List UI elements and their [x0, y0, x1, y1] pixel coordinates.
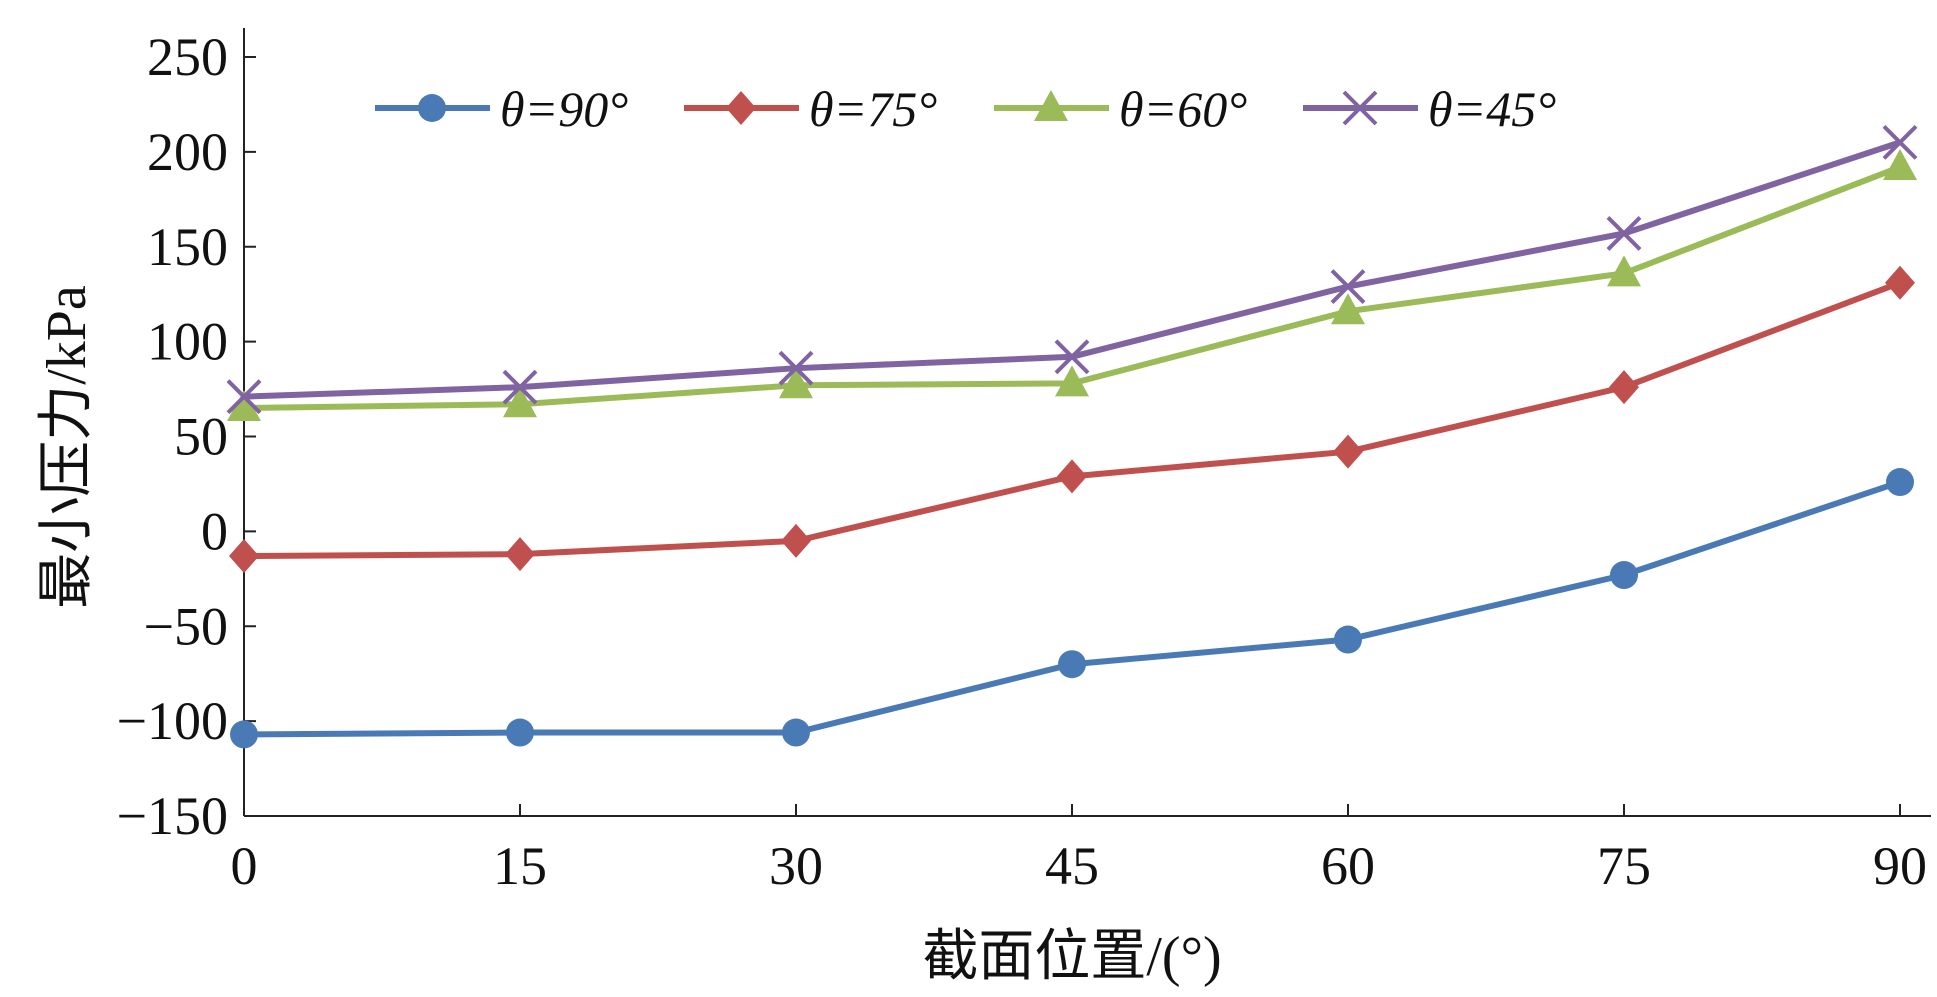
series-line [243, 279, 1902, 560]
data-point [1883, 149, 1917, 181]
data-point [227, 390, 261, 422]
data-point [1885, 265, 1915, 300]
data-point [1333, 434, 1363, 469]
legend-item: θ=90° [375, 81, 628, 137]
x-tick-label: 15 [493, 836, 547, 896]
data-point [1610, 561, 1638, 590]
data-point [1334, 625, 1362, 654]
legend-label: θ=75° [809, 81, 937, 137]
data-point [778, 350, 814, 386]
legend-label: θ=90° [500, 81, 628, 137]
y-tick-label: 250 [147, 27, 228, 87]
data-point [1058, 650, 1086, 679]
series-1 [229, 265, 1915, 574]
legend-item: θ=60° [994, 81, 1247, 137]
data-point [502, 369, 538, 405]
series-layer [226, 124, 1918, 749]
legend: θ=90° θ=75° θ=60° θ=45° [375, 81, 1556, 137]
y-tick-label: 50 [174, 407, 228, 467]
data-point [230, 720, 258, 749]
data-point [1606, 216, 1642, 251]
x-axis-label: 截面位置/(°) [922, 926, 1221, 988]
legend-marker [1034, 90, 1068, 121]
data-point [1057, 459, 1087, 494]
y-tick-label: 150 [147, 217, 228, 277]
y-axis-label: 最小压力/kPa [36, 285, 98, 609]
y-tick-label: −150 [117, 786, 228, 846]
y-tick-label: 0 [201, 501, 228, 561]
data-point [1609, 370, 1639, 405]
x-tick-label: 45 [1045, 836, 1099, 896]
series-line [243, 479, 1901, 738]
data-point [1055, 365, 1089, 397]
data-point [503, 386, 537, 418]
data-point [226, 379, 262, 415]
data-point [781, 523, 811, 558]
legend-marker [1342, 90, 1378, 126]
y-tick-label: 100 [147, 312, 228, 372]
legend-marker [418, 94, 446, 122]
data-point [506, 718, 534, 747]
data-point [229, 539, 259, 574]
x-tick-label: 60 [1321, 836, 1375, 896]
series-2 [227, 149, 1917, 422]
x-tick-label: 90 [1873, 836, 1927, 896]
data-point [1882, 124, 1918, 160]
legend-item: θ=45° [1303, 81, 1556, 137]
data-point [782, 718, 810, 747]
data-point [1330, 269, 1366, 305]
y-tick-label: −100 [117, 691, 228, 751]
legend-label: θ=45° [1428, 81, 1556, 137]
y-tick-label: 200 [147, 122, 228, 182]
legend-item: θ=75° [684, 81, 937, 137]
data-point [1886, 468, 1914, 497]
data-point [505, 537, 535, 572]
y-tick-label: −50 [144, 596, 228, 656]
x-tick-label: 0 [231, 836, 258, 896]
legend-label: θ=60° [1119, 81, 1247, 137]
data-point [1054, 339, 1090, 375]
data-point [1331, 293, 1365, 325]
data-point [779, 367, 813, 399]
data-point [1607, 255, 1641, 287]
series-3 [226, 124, 1918, 415]
legend-marker [726, 91, 756, 125]
series-0 [230, 468, 1914, 749]
x-tick-label: 75 [1597, 836, 1651, 896]
x-tick-label: 30 [769, 836, 823, 896]
